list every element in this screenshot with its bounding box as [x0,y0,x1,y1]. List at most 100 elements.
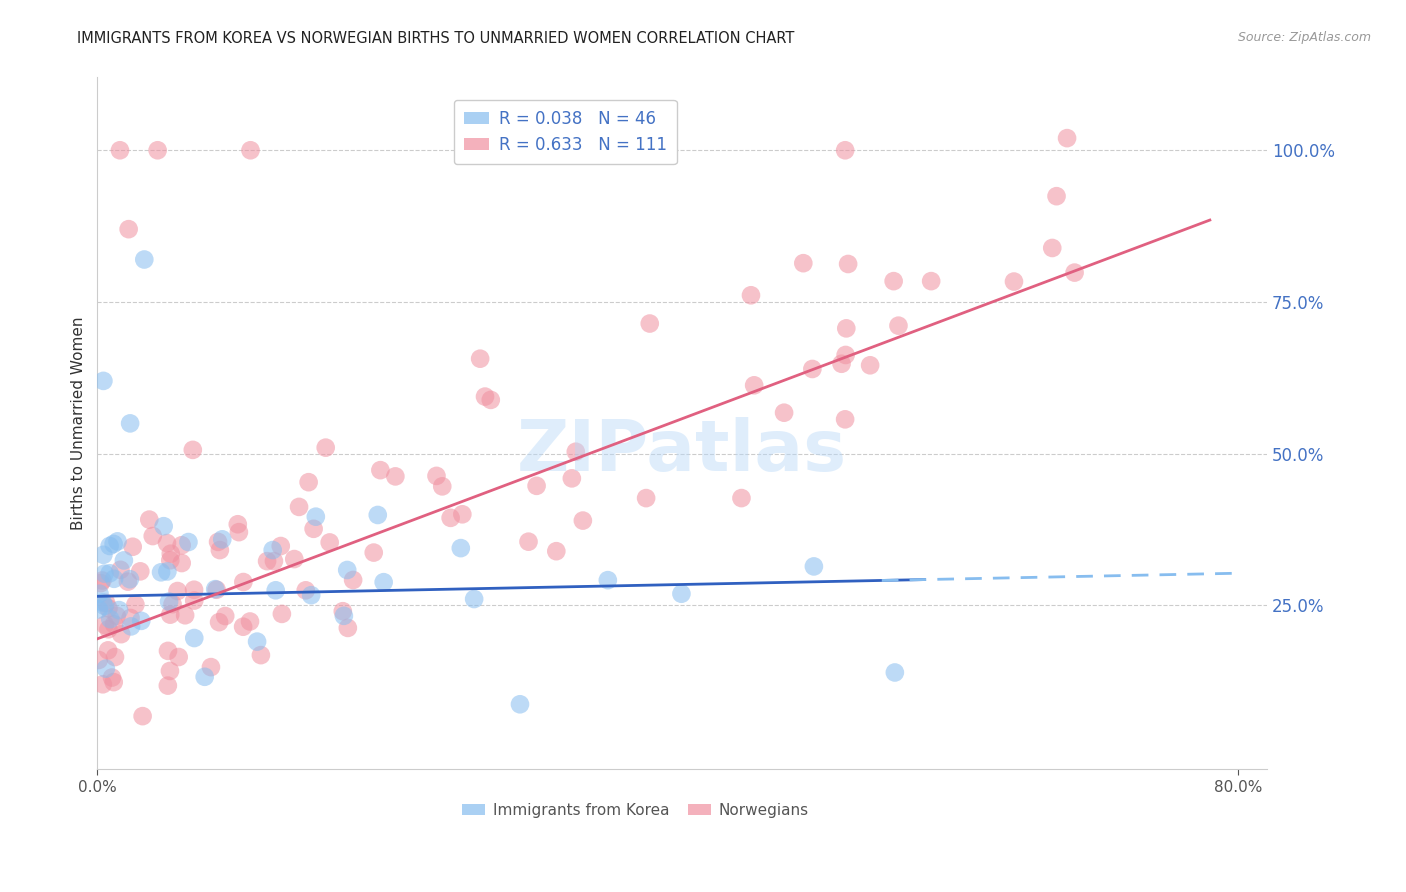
Point [859,359,882,373]
Point [801,362,824,376]
Point [181,442,204,457]
Point [162,597,184,611]
Point [440,511,463,525]
Point [120,417,142,431]
Point [204,582,226,596]
Point [298,475,321,490]
Point [174,608,197,623]
Point [156,536,179,550]
Point [270,539,292,553]
Point [94,662,117,676]
Point [432,479,454,493]
Point [1063,266,1085,280]
Point [1056,131,1078,145]
Point [93,566,115,581]
Point [97,601,120,615]
Point [262,543,284,558]
Point [120,611,142,625]
Point [484,143,506,157]
Point [463,592,485,607]
Point [315,441,337,455]
Point [336,621,359,635]
Point [200,660,222,674]
Point [170,556,193,570]
Point [110,627,132,641]
Point [831,357,853,371]
Point [214,609,236,624]
Point [342,573,364,587]
Point [150,566,173,580]
Point [98,539,121,553]
Point [183,582,205,597]
Point [232,620,254,634]
Point [299,588,322,602]
Point [384,469,406,483]
Point [87,602,110,616]
Point [183,593,205,607]
Point [638,317,661,331]
Point [159,547,181,561]
Point [561,471,583,485]
Point [256,554,278,568]
Point [479,392,502,407]
Point [544,143,567,157]
Point [142,529,165,543]
Point [425,469,447,483]
Point [283,552,305,566]
Point [97,643,120,657]
Point [526,479,548,493]
Point [208,615,231,629]
Y-axis label: Births to Unmarried Women: Births to Unmarried Women [72,317,86,530]
Point [270,607,292,621]
Point [129,565,152,579]
Point [207,535,229,549]
Point [250,648,273,662]
Point [837,257,859,271]
Point [101,671,124,685]
Point [332,604,354,618]
Point [474,390,496,404]
Point [103,675,125,690]
Point [834,348,856,362]
Point [264,583,287,598]
Text: IMMIGRANTS FROM KOREA VS NORWEGIAN BIRTHS TO UNMARRIED WOMEN CORRELATION CHART: IMMIGRANTS FROM KOREA VS NORWEGIAN BIRTH… [77,31,794,46]
Point [1040,241,1063,255]
Point [152,519,174,533]
Point [370,463,392,477]
Point [121,540,143,554]
Point [263,554,285,568]
Point [333,608,356,623]
Point [94,618,117,632]
Point [1002,275,1025,289]
Point [363,545,385,559]
Point [117,222,139,236]
Point [159,664,181,678]
Point [170,538,193,552]
Point [451,508,474,522]
Point [104,650,127,665]
Point [246,634,269,648]
Point [742,378,765,392]
Point [93,374,115,388]
Point [156,644,179,658]
Point [156,565,179,579]
Point [887,318,910,333]
Point [103,537,125,551]
Point [97,622,120,636]
Point [159,607,181,622]
Point [156,679,179,693]
Point [671,587,693,601]
Point [108,603,131,617]
Point [105,608,128,623]
Point [146,143,169,157]
Point [834,143,856,157]
Point [107,534,129,549]
Point [91,574,114,588]
Point [517,534,540,549]
Point [110,563,132,577]
Point [129,614,152,628]
Point [305,509,328,524]
Point [177,535,200,549]
Point [159,553,181,567]
Point [373,575,395,590]
